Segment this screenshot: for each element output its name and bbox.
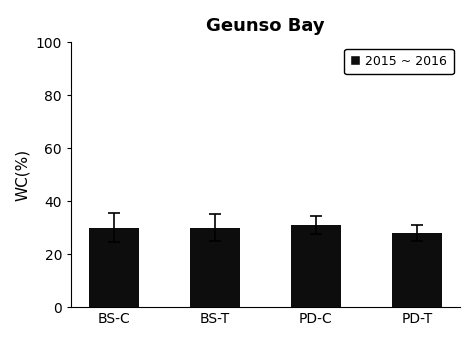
Bar bbox=[392, 233, 442, 307]
Legend: 2015 ~ 2016: 2015 ~ 2016 bbox=[344, 49, 454, 74]
Bar bbox=[190, 228, 240, 307]
Bar bbox=[291, 225, 341, 307]
Y-axis label: WC(%): WC(%) bbox=[15, 149, 30, 201]
Title: Geunso Bay: Geunso Bay bbox=[206, 17, 325, 35]
Bar bbox=[89, 228, 139, 307]
